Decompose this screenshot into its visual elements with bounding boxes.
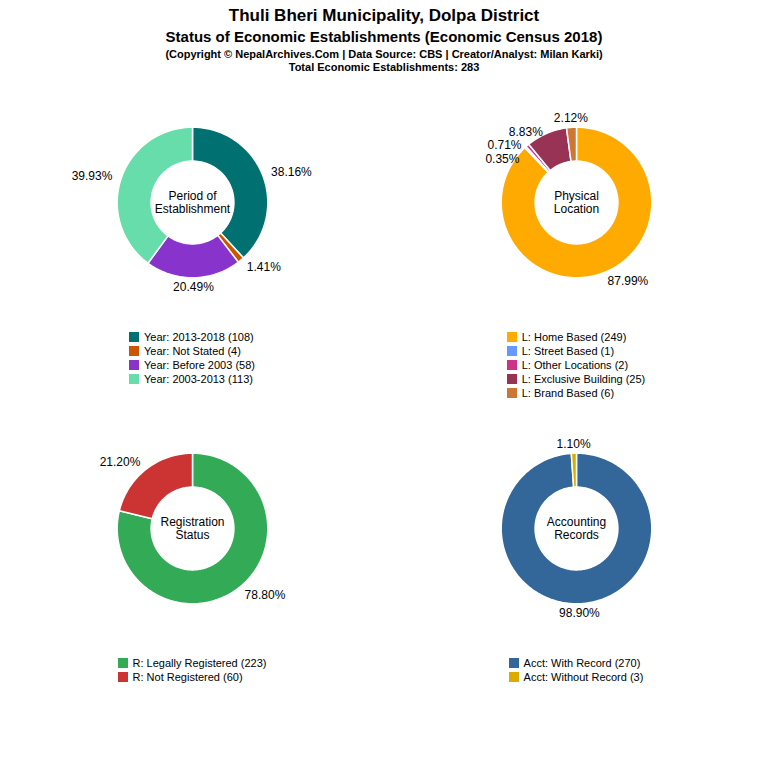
html-text:Status of Economic Establishme: Status of Economic Establishments (Econo…: [165, 28, 603, 45]
svg-text:PhysicalLocation: PhysicalLocation: [554, 189, 599, 216]
html-text:Thuli Bheri Municipality, Dolp: Thuli Bheri Municipality, Dolpa District: [228, 6, 540, 25]
svg-text:Period ofEstablishment: Period ofEstablishment: [155, 189, 231, 216]
html-text:R: Legally Registered (223): R: Legally Registered (223): [132, 657, 267, 669]
html-text:Total Economic Establishments:: Total Economic Establishments: 283: [288, 61, 480, 73]
html-text:L: Other Locations (2): L: Other Locations (2): [521, 359, 629, 371]
svg-text:38.16%: 38.16%: [271, 165, 312, 179]
svg-text:98.90%: 98.90%: [559, 606, 600, 620]
svg-text:1.41%: 1.41%: [247, 260, 281, 274]
html-text:L: Home Based (249): L: Home Based (249): [521, 331, 627, 343]
html-text:Year: 2013-2018 (108): Year: 2013-2018 (108): [144, 331, 254, 343]
svg-text:8.83%: 8.83%: [509, 125, 543, 139]
svg-text:RegistrationStatus: RegistrationStatus: [160, 515, 224, 542]
html-text:Acct: With Record (270): Acct: With Record (270): [523, 657, 641, 669]
html-text:Year: Before 2003 (58): Year: Before 2003 (58): [144, 359, 255, 371]
html-text:L: Exclusive Building (25): L: Exclusive Building (25): [521, 373, 646, 385]
html-text:R: Not Registered (60): R: Not Registered (60): [132, 671, 243, 683]
svg-text:20.49%: 20.49%: [173, 280, 214, 294]
html-text:L: Street Based (1): L: Street Based (1): [521, 345, 615, 357]
svg-text:0.35%: 0.35%: [485, 152, 519, 166]
svg-text:21.20%: 21.20%: [100, 455, 141, 469]
svg-text:0.71%: 0.71%: [487, 138, 521, 152]
html-text:L: Brand Based (6): L: Brand Based (6): [521, 387, 615, 399]
svg-text:87.99%: 87.99%: [608, 274, 649, 288]
svg-text:1.10%: 1.10%: [557, 437, 591, 451]
html-text:(Copyright © NepalArchives.Com: (Copyright © NepalArchives.Com | Data So…: [165, 48, 603, 60]
svg-text:2.12%: 2.12%: [554, 111, 588, 125]
svg-text:AccountingRecords: AccountingRecords: [547, 515, 606, 542]
svg-text:78.80%: 78.80%: [245, 588, 286, 602]
html-text:Year: Not Stated (4): Year: Not Stated (4): [144, 345, 241, 357]
svg-text:39.93%: 39.93%: [72, 169, 113, 183]
html-text:Acct: Without Record (3): Acct: Without Record (3): [523, 671, 644, 683]
html-text:Year: 2003-2013 (113): Year: 2003-2013 (113): [144, 373, 253, 385]
